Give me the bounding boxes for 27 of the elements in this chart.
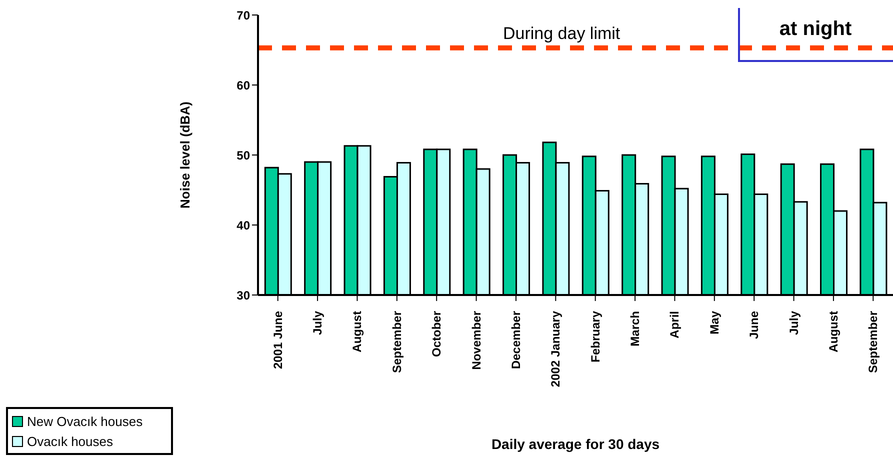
y-axis-title: Noise level (dBA) [178, 102, 193, 208]
x-tick-label: December [508, 310, 523, 370]
x-tick-label: August [826, 311, 840, 352]
x-tick-label: May [707, 310, 722, 334]
x-tick-label: July [786, 310, 801, 336]
x-tick-label: October [430, 310, 444, 358]
x-tick-label: 2002 January [548, 310, 563, 388]
legend-label: New Ovacık houses [27, 414, 143, 428]
x-tick-label: September [866, 310, 880, 374]
x-tick-label: August [350, 311, 364, 352]
y-tick-label: 40 [236, 218, 250, 232]
x-tick-label: November [469, 310, 484, 370]
x-axis-title: Daily average for 30 days [491, 436, 660, 452]
x-tick-label: 2001 June [270, 310, 285, 370]
x-tick-label: September [390, 310, 404, 374]
legend-label: Ovacık houses [27, 434, 113, 448]
y-tick-label: 50 [236, 148, 250, 162]
ref-line-label: During day limit [503, 24, 620, 43]
x-tick-label: June [747, 310, 762, 340]
y-tick-label: 30 [236, 288, 250, 302]
annotation: at night [778, 18, 853, 40]
x-tick-label: April [668, 311, 682, 338]
y-tick-label: 70 [236, 8, 250, 22]
y-tick-label: 60 [236, 78, 250, 92]
x-tick-label: July [310, 310, 325, 336]
x-tick-label: February [588, 310, 602, 362]
x-tick-label: March [628, 311, 642, 346]
